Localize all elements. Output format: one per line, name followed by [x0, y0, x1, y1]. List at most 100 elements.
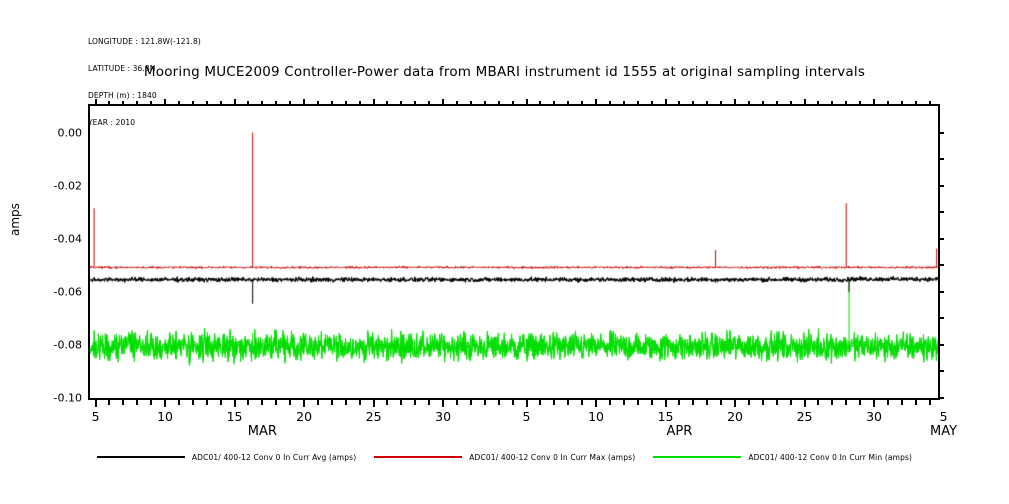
x-tick-mark-top — [817, 101, 820, 106]
x-axis-ticks — [88, 400, 940, 414]
x-axis-month-labels: MAR APR MAY — [88, 424, 957, 442]
legend-label: ADC01/ 400-12 Conv 0 In Curr Min (amps) — [748, 452, 913, 462]
x-tick-mark — [122, 400, 125, 405]
x-tick-mark — [817, 400, 820, 405]
x-tick-mark-top — [316, 101, 319, 106]
x-tick-mark-top — [525, 99, 528, 106]
x-tick-mark-top — [692, 101, 695, 106]
x-tick-mark — [831, 400, 834, 405]
x-month-label: APR — [666, 424, 693, 439]
x-tick-label: 25 — [796, 409, 813, 424]
x-tick-mark-top — [608, 101, 611, 106]
x-tick-mark-top — [581, 101, 584, 106]
x-tick-mark-top — [289, 101, 292, 106]
x-tick-mark-top — [177, 101, 180, 106]
x-tick-mark — [108, 400, 111, 405]
y-tick-mark-right — [938, 343, 944, 346]
x-tick-mark — [650, 400, 653, 405]
x-tick-mark — [428, 400, 431, 405]
x-tick-mark — [303, 400, 306, 407]
x-tick-label: 5 — [522, 409, 531, 424]
x-tick-mark — [525, 400, 528, 407]
y-tick-label: -0.10 — [53, 391, 82, 405]
x-tick-label: 5 — [91, 409, 100, 424]
chart-legend: ADC01/ 400-12 Conv 0 In Curr Avg (amps) A… — [0, 448, 1009, 466]
legend-item: ADC01/ 400-12 Conv 0 In Curr Max (amps) — [374, 453, 635, 462]
x-tick-label: 15 — [226, 409, 243, 424]
x-tick-mark-top — [469, 101, 472, 106]
x-tick-mark — [136, 400, 139, 405]
legend-color-swatch — [374, 456, 463, 458]
y-tick-mark-right — [938, 370, 944, 373]
x-tick-mark-top — [428, 101, 431, 106]
x-tick-mark-top — [734, 99, 737, 106]
x-tick-mark — [914, 400, 917, 405]
x-tick-mark — [567, 400, 570, 405]
x-tick-mark-top — [233, 99, 236, 106]
x-tick-mark-top — [886, 101, 889, 106]
x-tick-mark — [581, 400, 584, 405]
x-tick-mark-top — [595, 99, 598, 106]
x-tick-mark-top — [636, 101, 639, 106]
x-axis-tick-labels: 5 10 15 20 25 30 5 10 15 20 25 30 5 — [88, 409, 948, 427]
x-tick-mark-top — [775, 101, 778, 106]
x-tick-mark — [900, 400, 903, 405]
x-tick-mark-top — [650, 101, 653, 106]
x-tick-mark — [261, 400, 264, 405]
chart-title: Mooring MUCE2009 Controller-Power data f… — [143, 64, 866, 80]
x-tick-mark-top — [303, 99, 306, 106]
x-tick-mark-top — [511, 101, 514, 106]
x-tick-mark — [873, 400, 876, 407]
x-tick-mark-top — [803, 99, 806, 106]
x-tick-mark — [205, 400, 208, 405]
x-tick-mark — [859, 400, 862, 405]
x-axis-ticks-top — [88, 98, 940, 106]
x-tick-mark — [289, 400, 292, 405]
x-tick-mark — [775, 400, 778, 405]
y-tick-mark-right — [938, 397, 944, 399]
y-tick-label: -0.02 — [53, 179, 82, 193]
x-tick-mark-top — [414, 101, 417, 106]
y-tick-mark-right — [938, 290, 944, 293]
x-tick-mark-top — [358, 101, 361, 106]
x-tick-label: 10 — [588, 409, 604, 424]
plot-area — [88, 104, 940, 400]
y-tick-label: -0.08 — [53, 338, 82, 352]
x-tick-mark-top — [567, 101, 570, 106]
x-tick-mark-top — [873, 99, 876, 106]
x-tick-mark — [164, 400, 167, 407]
x-tick-mark-top — [400, 101, 403, 106]
y-tick-mark-right — [938, 184, 944, 187]
x-tick-mark — [400, 400, 403, 405]
x-tick-mark — [442, 400, 445, 407]
metadata-depth: DEPTH (m) : 1840 — [88, 91, 157, 100]
x-tick-mark — [219, 400, 222, 405]
x-tick-mark-top — [678, 101, 681, 106]
x-tick-label: 5 — [939, 409, 948, 424]
x-tick-mark — [553, 400, 556, 405]
x-tick-mark-top — [136, 101, 139, 106]
x-tick-label: 20 — [296, 409, 313, 424]
x-tick-label: 30 — [866, 409, 882, 424]
x-tick-mark-top — [664, 99, 667, 106]
x-tick-mark — [414, 400, 417, 405]
y-tick-label: 0.00 — [57, 126, 83, 140]
legend-label: ADC01/ 400-12 Conv 0 In Curr Avg (amps) — [191, 452, 357, 462]
x-tick-mark-top — [859, 101, 862, 106]
x-tick-mark-top — [150, 101, 153, 106]
x-tick-mark-top — [831, 101, 834, 106]
legend-color-swatch — [653, 456, 742, 458]
x-tick-mark-top — [706, 101, 709, 106]
x-tick-mark — [233, 400, 236, 407]
x-tick-mark-top — [275, 101, 278, 106]
y-tick-mark-right — [938, 211, 944, 214]
y-axis-ticks-left — [0, 104, 88, 400]
x-tick-mark-top — [330, 101, 333, 106]
x-tick-mark-top — [553, 101, 556, 106]
x-tick-mark-top — [747, 101, 750, 106]
x-tick-mark-top — [372, 99, 375, 106]
x-month-label: MAY — [930, 424, 958, 439]
y-tick-mark-right — [938, 317, 944, 320]
y-tick-mark-right — [938, 158, 944, 161]
x-tick-mark — [483, 400, 486, 405]
